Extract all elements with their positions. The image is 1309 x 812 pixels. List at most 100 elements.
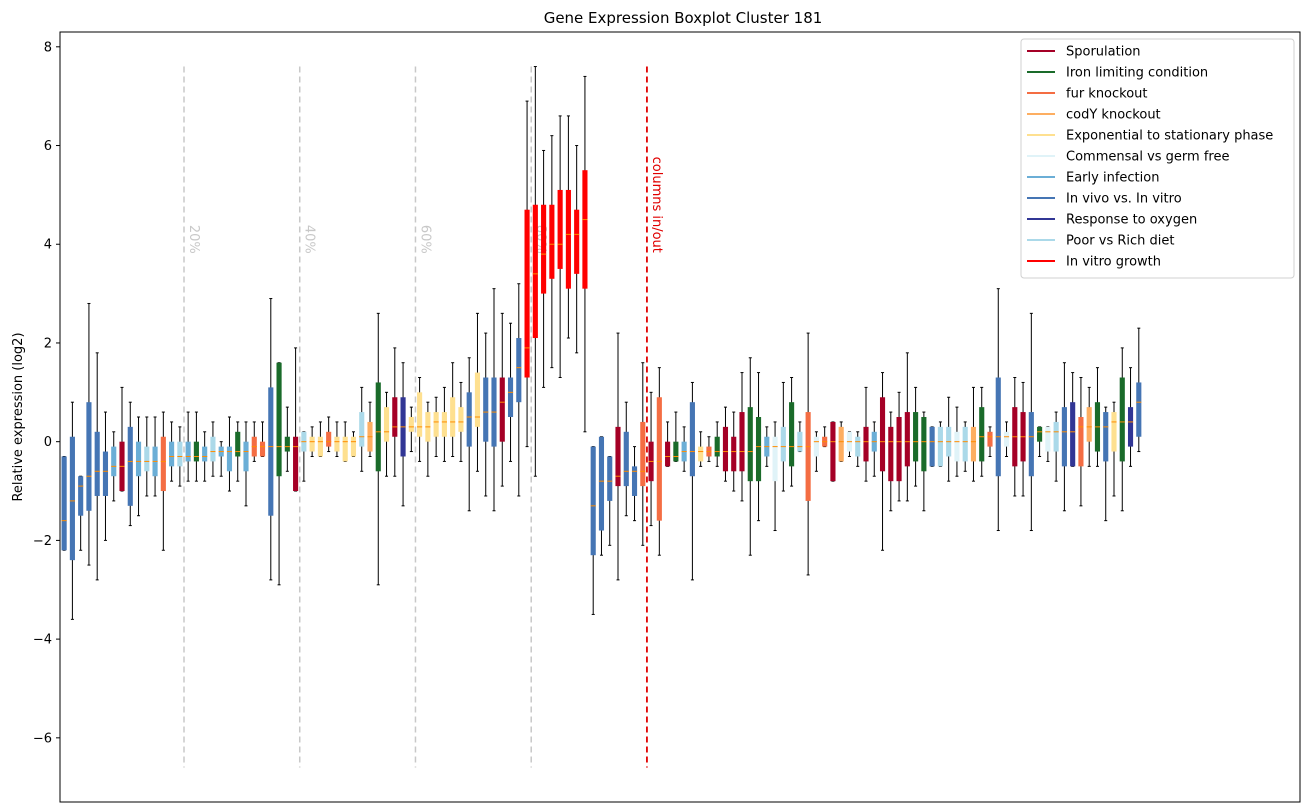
box <box>565 189 571 289</box>
box <box>202 446 208 462</box>
box <box>1086 407 1092 442</box>
box <box>598 436 605 531</box>
legend-label: Commensal vs germ free <box>1066 150 1229 165</box>
box <box>541 204 547 294</box>
box <box>995 377 1001 477</box>
box <box>863 426 869 462</box>
y-tick-label: −4 <box>33 633 52 648</box>
box <box>1078 417 1084 467</box>
box <box>656 397 662 521</box>
box <box>582 170 588 289</box>
box <box>772 436 778 482</box>
box <box>433 412 439 437</box>
percentile-label: 60% <box>417 225 432 254</box>
box <box>284 436 290 452</box>
box <box>549 204 555 279</box>
box <box>714 436 720 457</box>
cutoff-label: columns in/out <box>649 157 664 253</box>
box <box>631 466 638 496</box>
box <box>499 377 505 442</box>
legend-label: In vivo vs. In vitro <box>1066 192 1182 207</box>
box <box>879 397 886 472</box>
box <box>78 476 84 516</box>
box <box>359 412 365 447</box>
box <box>1045 426 1051 452</box>
box <box>970 426 977 462</box>
box <box>739 412 745 472</box>
y-axis: −6 −4 −2 0 2 4 6 8 <box>33 40 60 746</box>
legend-label: Exponential to stationary phase <box>1066 129 1273 144</box>
y-tick-label: −6 <box>33 731 52 746</box>
box <box>441 412 447 437</box>
box <box>61 456 67 551</box>
box <box>855 436 861 457</box>
y-tick-label: 4 <box>44 238 52 253</box>
box <box>689 402 695 477</box>
box <box>888 426 894 482</box>
box <box>259 441 266 457</box>
box <box>243 441 249 472</box>
box <box>458 407 464 432</box>
legend-label: Poor vs Rich diet <box>1066 234 1174 249</box>
box <box>929 426 935 467</box>
box <box>813 436 819 457</box>
y-tick-label: 0 <box>44 435 52 450</box>
box <box>1103 412 1109 462</box>
box <box>1003 431 1010 447</box>
box <box>86 402 92 511</box>
box <box>235 431 241 457</box>
box <box>450 397 456 437</box>
cutoff-line-group: columns in/out <box>646 66 664 768</box>
box <box>1053 421 1059 452</box>
legend-frame <box>1020 38 1295 279</box>
y-tick-label: 8 <box>44 40 52 55</box>
box <box>210 436 216 462</box>
legend-label: In vitro growth <box>1066 255 1161 270</box>
box <box>755 417 762 482</box>
legend-label: Iron limiting condition <box>1066 66 1208 81</box>
box <box>731 436 737 472</box>
box <box>466 392 472 447</box>
box <box>342 436 348 462</box>
box <box>557 189 563 269</box>
box <box>574 209 580 274</box>
box <box>1111 412 1117 452</box>
box <box>1136 382 1142 437</box>
box <box>135 441 142 477</box>
box <box>698 446 704 462</box>
y-tick-label: 6 <box>44 139 52 154</box>
box <box>937 426 943 467</box>
box <box>615 426 621 487</box>
box <box>954 431 960 462</box>
box <box>722 426 729 472</box>
box <box>317 436 323 457</box>
box <box>193 441 199 462</box>
box <box>268 387 274 516</box>
box <box>111 446 117 477</box>
box <box>532 204 538 339</box>
chart-title: Gene Expression Boxplot Cluster 181 <box>544 9 823 27</box>
box <box>838 426 844 462</box>
box <box>1037 426 1043 442</box>
box <box>962 426 968 462</box>
box <box>160 436 166 492</box>
box <box>979 407 985 462</box>
box <box>780 426 786 462</box>
percentile-label: 40% <box>302 225 317 254</box>
box <box>69 436 75 561</box>
legend-label: codY knockout <box>1066 108 1161 123</box>
box <box>417 392 423 437</box>
box <box>185 441 191 462</box>
box <box>789 402 795 467</box>
box <box>1127 407 1134 447</box>
legend: Sporulation Iron limiting condition fur kn… <box>1020 38 1295 279</box>
box <box>640 421 646 487</box>
box <box>293 436 299 492</box>
box <box>226 446 233 472</box>
box <box>94 431 100 496</box>
box <box>673 441 679 462</box>
box <box>1119 377 1125 462</box>
box <box>904 412 910 467</box>
box <box>102 451 109 496</box>
y-axis-label: Relative expression (log2) <box>11 332 26 501</box>
